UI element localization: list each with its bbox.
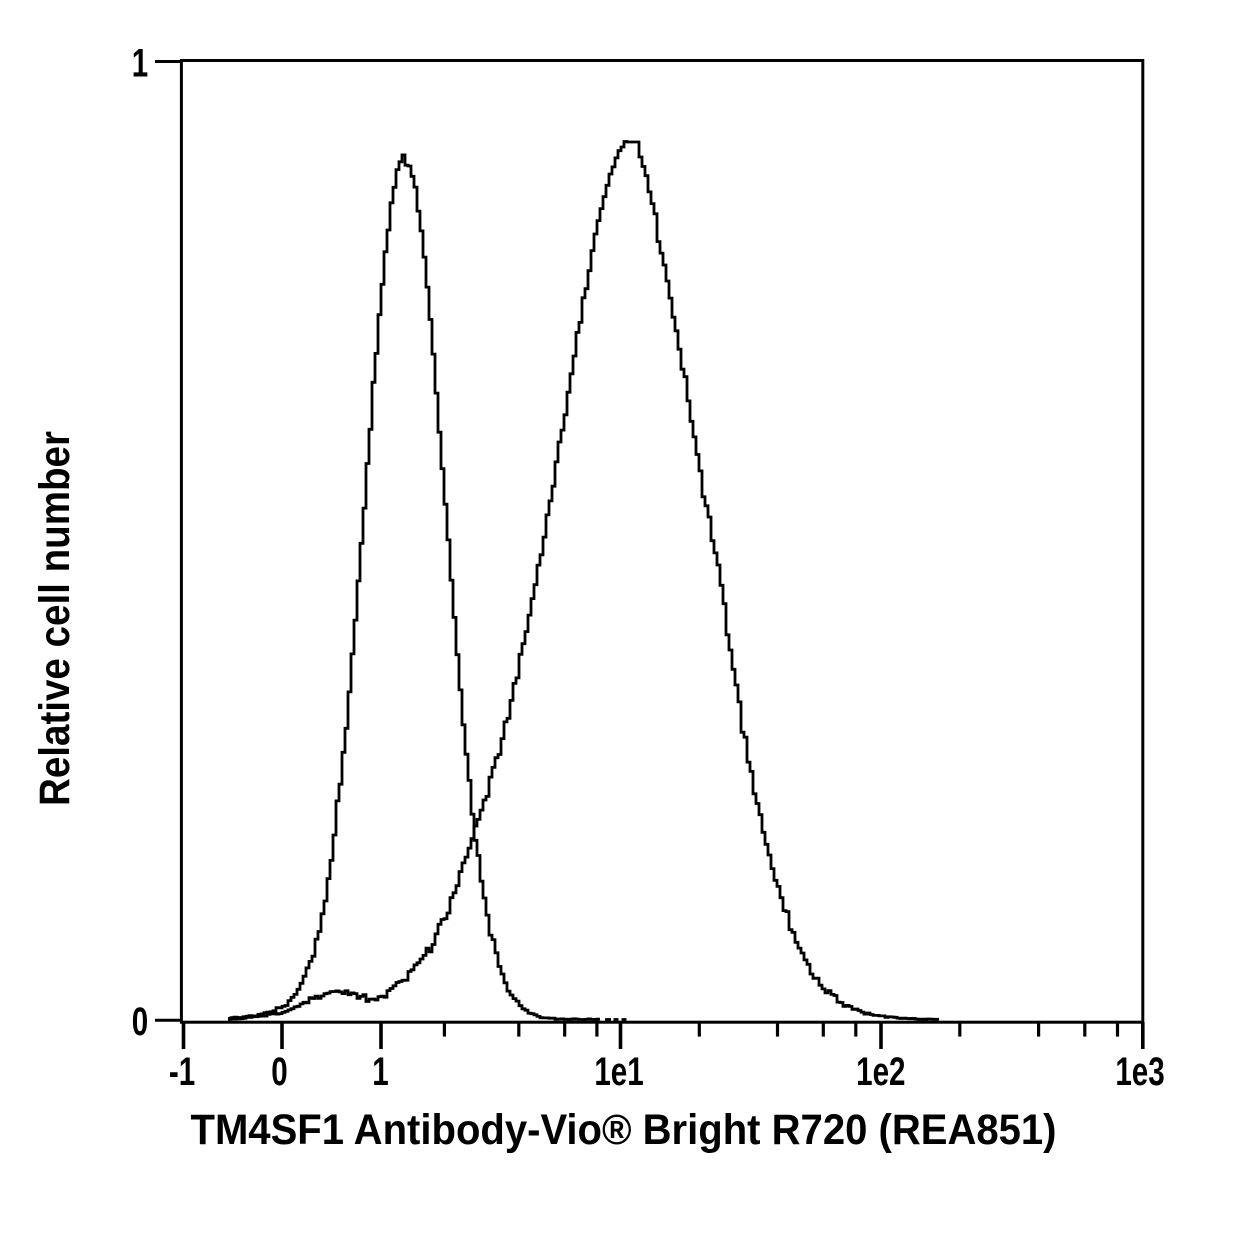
svg-text:1e1: 1e1 [594, 1050, 643, 1094]
svg-text:TM4SF1 Antibody-Vio® Bright R7: TM4SF1 Antibody-Vio® Bright R720 (REA851… [191, 1106, 1057, 1154]
svg-text:Relative cell number: Relative cell number [31, 431, 79, 806]
svg-text:0: 0 [132, 1000, 148, 1044]
svg-text:1: 1 [132, 41, 148, 85]
svg-text:1e2: 1e2 [856, 1050, 905, 1094]
svg-text:-1: -1 [169, 1050, 195, 1094]
svg-text:0: 0 [271, 1050, 287, 1094]
svg-text:1e3: 1e3 [1115, 1050, 1164, 1094]
svg-text:1: 1 [372, 1050, 388, 1094]
